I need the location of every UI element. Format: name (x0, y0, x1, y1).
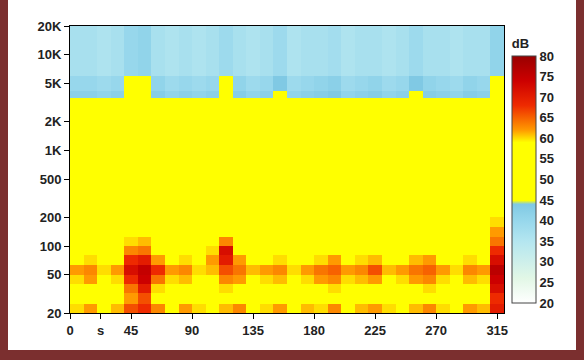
svg-text:50: 50 (540, 172, 554, 187)
svg-text:1K: 1K (45, 143, 62, 158)
svg-text:80: 80 (540, 49, 554, 64)
svg-text:180: 180 (303, 323, 325, 338)
svg-text:20: 20 (540, 296, 554, 311)
svg-text:100: 100 (40, 239, 62, 254)
svg-text:200: 200 (40, 210, 62, 225)
svg-text:45: 45 (124, 323, 138, 338)
svg-text:135: 135 (242, 323, 264, 338)
svg-text:500: 500 (40, 172, 62, 187)
svg-text:55: 55 (540, 151, 554, 166)
svg-text:20K: 20K (38, 19, 62, 34)
svg-text:70: 70 (540, 90, 554, 105)
svg-text:45: 45 (540, 193, 554, 208)
svg-text:s: s (97, 323, 104, 338)
svg-text:75: 75 (540, 69, 554, 84)
svg-text:dB: dB (512, 36, 529, 51)
svg-text:0: 0 (66, 323, 73, 338)
svg-text:90: 90 (185, 323, 199, 338)
svg-text:315: 315 (486, 323, 508, 338)
svg-text:35: 35 (540, 234, 554, 249)
svg-text:5K: 5K (45, 76, 62, 91)
svg-text:40: 40 (540, 213, 554, 228)
svg-text:60: 60 (540, 131, 554, 146)
svg-text:225: 225 (364, 323, 386, 338)
svg-text:25: 25 (540, 275, 554, 290)
svg-text:10K: 10K (38, 47, 62, 62)
svg-text:30: 30 (540, 254, 554, 269)
svg-text:20: 20 (47, 306, 61, 321)
svg-text:65: 65 (540, 110, 554, 125)
svg-text:2K: 2K (45, 114, 62, 129)
svg-text:50: 50 (47, 267, 61, 282)
svg-text:270: 270 (425, 323, 447, 338)
